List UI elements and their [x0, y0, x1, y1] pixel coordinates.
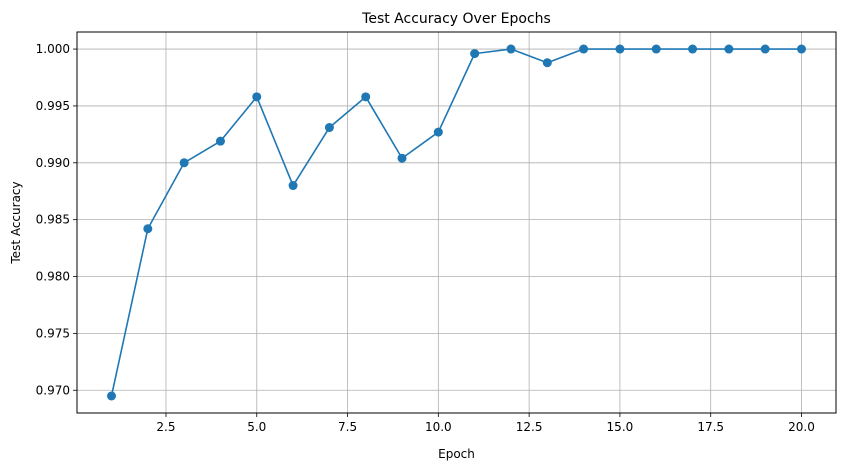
data-point: [579, 44, 589, 54]
data-point: [288, 181, 298, 191]
y-axis-label: Test Accuracy: [9, 181, 23, 264]
data-point: [760, 44, 770, 54]
y-tick-label: 1.000: [36, 42, 70, 56]
x-tick-label: 5.0: [247, 420, 266, 434]
y-tick-label: 0.990: [36, 156, 70, 170]
data-point: [470, 49, 480, 59]
data-point: [215, 136, 225, 146]
data-point: [143, 224, 153, 234]
x-axis-label: Epoch: [438, 447, 475, 461]
data-point: [252, 92, 262, 102]
data-point: [324, 123, 334, 133]
data-point: [724, 44, 734, 54]
y-axis-ticks: 0.970 0.975 0.980 0.985 0.990 0.995 1.000: [36, 42, 77, 397]
y-tick-label: 0.975: [36, 326, 70, 340]
x-tick-label: 17.5: [697, 420, 724, 434]
plot-frame: [76, 31, 837, 414]
data-point: [361, 92, 371, 102]
data-point: [179, 158, 189, 168]
data-point: [397, 153, 407, 163]
data-point: [433, 127, 443, 137]
data-point: [688, 44, 698, 54]
x-axis-ticks: 2.5 5.0 7.5 10.0 12.5 15.0 17.5 20.0: [156, 413, 815, 434]
data-point: [107, 391, 116, 401]
y-tick-label: 0.995: [36, 99, 70, 113]
data-point: [615, 44, 625, 54]
data-point: [542, 58, 552, 68]
x-tick-label: 20.0: [788, 420, 815, 434]
x-tick-label: 12.5: [516, 420, 543, 434]
series-line-layer: [110, 48, 802, 397]
x-tick-label: 7.5: [338, 420, 357, 434]
series-line: [110, 48, 802, 397]
y-tick-label: 0.985: [36, 213, 70, 227]
data-point: [506, 44, 516, 54]
x-tick-label: 2.5: [156, 420, 175, 434]
x-tick-label: 15.0: [607, 420, 634, 434]
x-tick-label: 10.0: [425, 420, 452, 434]
y-tick-label: 0.980: [36, 270, 70, 284]
y-tick-label: 0.970: [36, 383, 70, 397]
grid-lines: [77, 32, 836, 413]
chart-title: Test Accuracy Over Epochs: [361, 11, 551, 27]
data-points: [107, 44, 806, 401]
data-point: [797, 44, 806, 54]
data-point: [651, 44, 661, 54]
